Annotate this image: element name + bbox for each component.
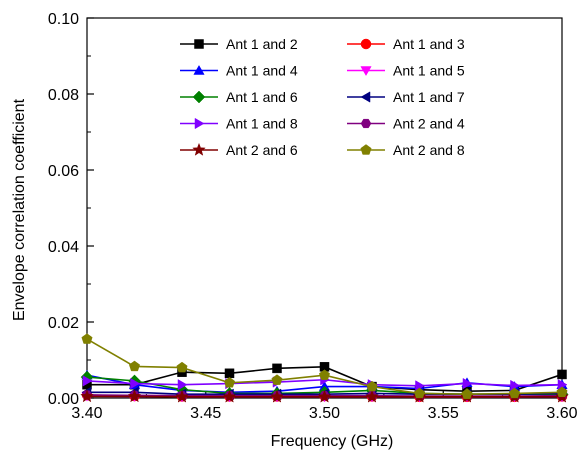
y-axis-title: Envelope correlation coefficient [11,98,28,321]
data-point [508,387,521,399]
data-point [318,369,331,380]
legend-label: Ant 1 and 6 [226,89,298,105]
y-axis: 0.00 0.02 0.04 0.06 0.08 0.10 [48,11,94,408]
legend-item: Ant 1 and 7 [347,89,465,105]
data-point [177,379,188,391]
legend-marker [360,66,372,76]
legend-marker [194,117,205,130]
y-tick-label: 0.08 [48,87,79,104]
x-axis: 3.40 3.45 3.50 3.55 3.60 [71,391,578,422]
legend-marker [193,65,205,75]
legend-label: Ant 2 and 4 [393,116,465,132]
y-tick-label: 0.02 [48,315,79,332]
legend-item: Ant 1 and 6 [180,89,298,105]
series-ant-2-and-8 [81,333,568,399]
legend-marker [360,91,371,103]
x-tick-label: 3.40 [71,405,102,422]
legend-marker [194,39,204,49]
x-tick-label: 3.60 [546,405,577,422]
x-tick-label: 3.45 [190,405,221,422]
data-point [176,361,188,373]
data-point [556,386,568,397]
data-point [270,389,284,403]
legend-marker [360,38,372,50]
data-point [80,389,94,403]
legend-item: Ant 1 and 5 [347,63,465,79]
y-tick-label: 0.06 [48,163,79,180]
data-point [272,363,282,374]
legend-item: Ant 1 and 4 [180,63,298,79]
data-point [271,374,283,385]
data-point [317,389,332,403]
data-point [128,360,141,372]
x-axis-title: Frequency (GHz) [271,433,394,450]
legend-item: Ant 1 and 2 [180,36,298,52]
x-tick-label: 3.50 [309,405,340,422]
legend-item: Ant 1 and 3 [347,36,465,52]
legend-marker [360,118,372,129]
legend-item: Ant 2 and 8 [347,142,465,158]
legend-label: Ant 2 and 8 [393,142,465,158]
legend-label: Ant 2 and 6 [226,142,298,158]
data-point [366,380,378,392]
legend: Ant 1 and 2 Ant 1 and 3 Ant 1 and 4 Ant 1 a… [180,36,465,158]
data-point [461,388,473,399]
data-point [175,389,189,403]
y-tick-label: 0.04 [48,239,79,256]
data-point [224,368,235,379]
legend-label: Ant 1 and 2 [226,36,298,52]
legend-marker [192,142,206,156]
y-tick-label: 0.00 [48,391,79,408]
legend-label: Ant 1 and 8 [226,116,298,132]
plot-area [86,17,563,399]
x-tick-label: 3.55 [428,405,459,422]
legend-label: Ant 1 and 3 [393,36,465,52]
data-point [557,369,567,380]
data-point [82,375,93,387]
data-point [223,376,236,388]
data-point [222,389,237,403]
data-point [81,333,93,344]
legend-label: Ant 1 and 4 [226,63,298,79]
series-layer [80,333,569,403]
legend-label: Ant 1 and 5 [393,63,465,79]
data-point [127,389,142,403]
legend-item: Ant 2 and 4 [347,116,465,132]
data-point [462,377,473,390]
plot-border [86,17,563,399]
data-point [130,377,140,390]
y-tick-label: 0.10 [48,11,79,28]
data-point [413,387,426,399]
legend-item: Ant 2 and 6 [180,142,298,158]
legend-label: Ant 1 and 7 [393,89,465,105]
legend-marker [360,144,372,155]
data-point [365,389,379,403]
legend-marker [192,90,206,104]
legend-item: Ant 1 and 8 [180,116,298,132]
